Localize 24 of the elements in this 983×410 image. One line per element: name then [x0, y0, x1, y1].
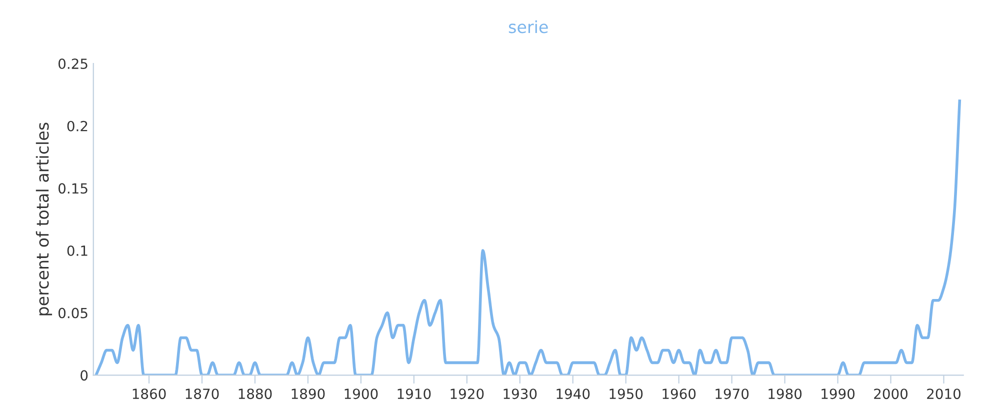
y-tick-label: 0.25	[58, 58, 88, 70]
chart-title: serie	[508, 20, 548, 34]
x-tick-label: 1930	[504, 388, 537, 400]
x-tick-label: 1940	[556, 388, 590, 400]
x-tick-label: 1870	[186, 388, 219, 400]
x-tick-label: 1860	[132, 388, 166, 400]
x-tick-label: 1900	[344, 388, 378, 400]
x-tick-label: 1980	[768, 388, 802, 400]
y-tick-label: 0.05	[58, 308, 88, 318]
x-tick-label: 1990	[822, 388, 855, 400]
y-tick-label: 0	[80, 370, 88, 381]
y-tick-label: 0.1	[67, 245, 88, 256]
x-tick-label: 1960	[662, 388, 696, 400]
x-tick-label: 2000	[874, 388, 908, 400]
y-tick-label: 0.15	[58, 183, 88, 194]
x-tick-label: 2010	[927, 388, 960, 400]
x-tick-label: 1950	[610, 388, 643, 400]
x-tick-label: 1920	[450, 388, 484, 400]
y-axis-title: percent of total articles	[36, 122, 52, 316]
x-tick-label: 1970	[716, 388, 749, 400]
x-tick-label: 1880	[238, 388, 272, 400]
x-tick-label: 1910	[398, 388, 431, 400]
y-tick-label: 0.2	[67, 120, 88, 132]
x-tick-label: 1890	[292, 388, 325, 400]
